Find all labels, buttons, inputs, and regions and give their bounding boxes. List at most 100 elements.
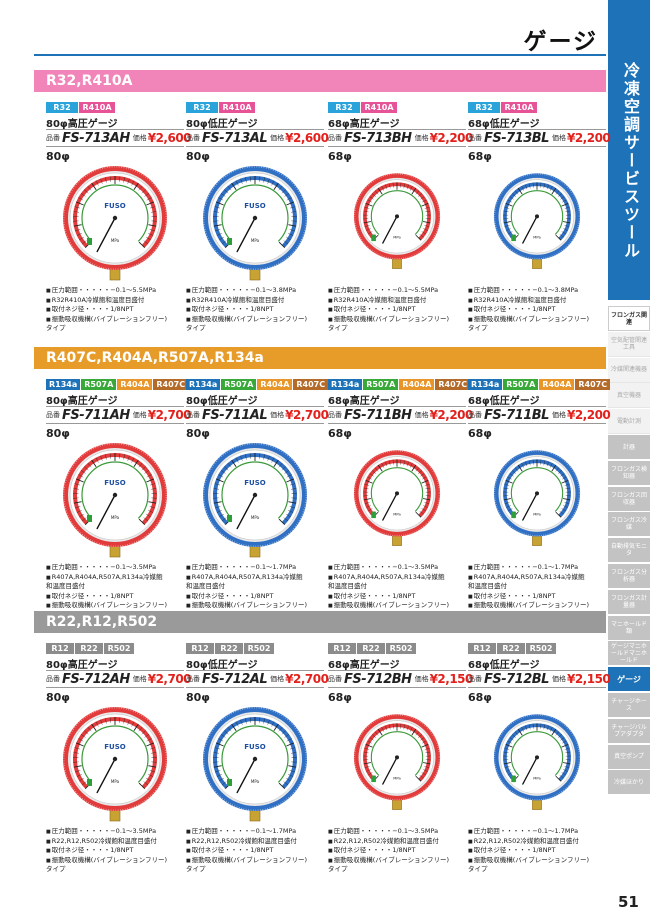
scale-tick xyxy=(84,730,89,735)
scale-tick xyxy=(366,769,371,772)
scale-tick xyxy=(506,769,511,772)
sidebar-tab-7[interactable]: フロンガス検知器 xyxy=(608,460,650,486)
page-header: ゲージ xyxy=(0,0,606,62)
scale-tick xyxy=(231,459,237,467)
sidebar-tab-1[interactable]: フロンガス関連 xyxy=(608,306,650,331)
scale-tick xyxy=(289,229,296,232)
scale-tick xyxy=(551,728,557,736)
sidebar-tab-10[interactable]: 自動排気モニタ xyxy=(608,538,650,564)
scale-tick xyxy=(127,719,130,725)
gauge-needle xyxy=(96,217,116,253)
scale-tick xyxy=(525,184,528,190)
spec-list: 圧力範囲・・・・・−0.1〜5.5MPaR32R410A冷媒飽和温度目盛付取付ネ… xyxy=(328,286,466,334)
model-price-row: 品番 FS-713BL 価格 ¥2,200 xyxy=(468,129,611,147)
gauge-size: 80φ xyxy=(186,691,210,704)
refrigerant-tags: R12 R22 R502 xyxy=(468,643,556,654)
sidebar-tab-2[interactable]: 空気配管関連工具 xyxy=(608,331,650,357)
spec-item: 圧力範囲・・・・・−0.1〜1.7MPa xyxy=(468,563,606,573)
sidebar-tab-5[interactable]: 電動計測 xyxy=(608,409,650,435)
refrigerant-tags: R12 R22 R502 xyxy=(46,643,134,654)
scale-tick xyxy=(91,723,97,731)
scale-tick xyxy=(109,176,111,182)
scale-tick xyxy=(367,508,373,512)
scale-tick xyxy=(216,233,222,236)
refrigerant-tag: R407C xyxy=(153,379,189,390)
sidebar-tab-19[interactable]: 冷媒ほかり xyxy=(608,770,650,796)
scale-tick xyxy=(363,498,372,501)
sidebar-tab-9[interactable]: フロンガス冷媒 xyxy=(608,512,650,538)
model-prefix: 品番 xyxy=(46,134,60,142)
scale-tick xyxy=(221,517,227,522)
sidebar-tab-12[interactable]: フロンガス計量器 xyxy=(608,589,650,615)
scale-tick xyxy=(81,781,87,786)
scale-tick xyxy=(517,728,523,736)
temp-scale-arc xyxy=(370,731,424,776)
scale-tick xyxy=(364,502,370,504)
scale-tick xyxy=(369,737,374,741)
sidebar-tab-3[interactable]: 冷媒関連機器 xyxy=(608,357,650,383)
scale-tick xyxy=(278,782,286,790)
scale-tick xyxy=(87,726,92,732)
scale-tick xyxy=(419,234,424,238)
sidebar: 冷凍空調サービスツール フロンガス関連 空気配管関連工具 冷媒関連機器 真空機器 電動計… xyxy=(608,0,650,919)
unit-label: MPa xyxy=(111,238,120,243)
scale-tick xyxy=(286,201,294,206)
sidebar-tab-11[interactable]: フロンガス分析器 xyxy=(608,564,650,589)
sidebar-tab-4[interactable]: 真空機器 xyxy=(608,383,650,409)
scale-tick xyxy=(365,202,373,207)
sidebar-tab-14[interactable]: ゲージマニホールドマニホールド xyxy=(608,641,650,667)
model-prefix: 品番 xyxy=(328,675,342,683)
scale-tick xyxy=(364,483,370,486)
refrigerant-tag: R12 xyxy=(468,643,496,654)
scale-tick xyxy=(263,718,265,724)
green-marker xyxy=(87,238,92,245)
spec-item: 振動吸収機構(バイブレーションフリー) xyxy=(186,856,324,866)
sidebar-tab-6[interactable]: 計器 xyxy=(608,435,650,460)
scale-tick xyxy=(218,474,224,478)
scale-tick xyxy=(364,206,370,209)
scale-tick xyxy=(424,225,430,227)
scale-tick xyxy=(374,190,379,195)
scale-tick xyxy=(511,734,516,738)
sidebar-tab-13[interactable]: マニホールド類 xyxy=(608,615,650,641)
scale-tick xyxy=(532,723,534,729)
gauge-size: 80φ xyxy=(46,691,70,704)
scale-tick xyxy=(424,502,430,504)
needle-hub xyxy=(252,492,258,498)
scale-tick xyxy=(411,464,417,472)
scale-tick xyxy=(555,234,562,241)
scale-tick xyxy=(146,513,151,518)
sidebar-tab-16[interactable]: チャージホース xyxy=(608,693,650,718)
model-number: FS-713BL xyxy=(484,130,549,146)
needle-hub xyxy=(112,215,118,221)
section-header: R32,R410A xyxy=(34,70,606,92)
scale-tick xyxy=(521,463,525,468)
scale-tick xyxy=(80,193,86,197)
scale-tick xyxy=(371,734,376,738)
scale-tick xyxy=(563,228,568,231)
model-number: FS-711AH xyxy=(62,407,130,423)
scale-tick xyxy=(271,457,275,463)
scale-tick xyxy=(371,193,376,197)
scale-tick xyxy=(148,765,157,768)
refrigerant-tag: R12 xyxy=(186,643,214,654)
refrigerant-tags: R32 R410A xyxy=(468,102,537,113)
scale-tick xyxy=(284,470,290,474)
scale-tick xyxy=(561,743,569,748)
scale-tick xyxy=(562,199,567,203)
sidebar-tab-18[interactable]: 真空ポンプ xyxy=(608,744,650,770)
spec-item: 振動吸収機構(バイブレーションフリー) xyxy=(186,601,324,611)
scale-tick xyxy=(503,487,509,489)
scale-tick xyxy=(546,725,549,731)
sidebar-tab-15[interactable]: ゲージ xyxy=(608,667,650,693)
scale-tick xyxy=(281,466,286,471)
gauge-size: 68φ xyxy=(468,691,492,704)
spec-type: タイプ xyxy=(328,865,348,873)
price-value: ¥2,200 xyxy=(429,131,474,145)
scale-tick xyxy=(249,176,251,182)
scale-tick xyxy=(227,462,232,468)
scale-tick xyxy=(278,726,283,732)
sidebar-tab-17[interactable]: チャージバルブアダプタ xyxy=(608,718,650,744)
sidebar-tab-8[interactable]: フロンガス回収器 xyxy=(608,486,650,512)
spec-item: 振動吸収機構(バイブレーションフリー) xyxy=(46,856,184,866)
